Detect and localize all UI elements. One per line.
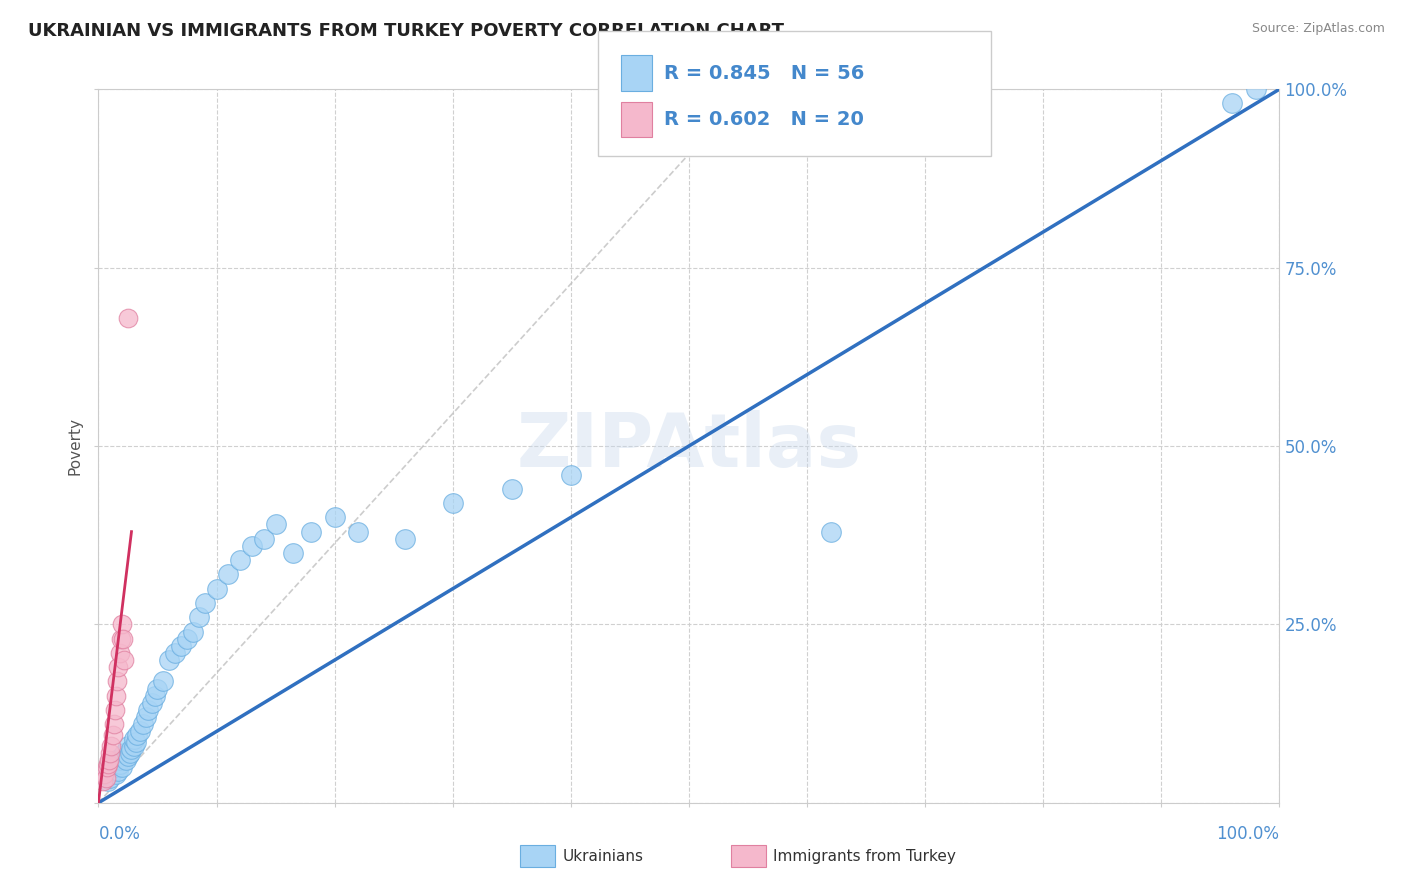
Point (299, 524, 322, 539)
Point (135, 710, 157, 724)
Point (122, 739, 145, 753)
Y-axis label: Poverty: Poverty (67, 417, 83, 475)
Point (103, 756, 125, 771)
Point (111, 760, 134, 774)
Point (101, 764, 124, 778)
Point (125, 735, 148, 749)
Point (176, 632, 198, 646)
Point (122, 731, 145, 746)
Point (441, 496, 464, 510)
Point (105, 753, 128, 767)
Point (105, 674, 128, 689)
Point (128, 724, 150, 739)
Point (100, 739, 122, 753)
Point (105, 760, 128, 774)
Point (132, 717, 155, 731)
Text: R = 0.602   N = 20: R = 0.602 N = 20 (664, 110, 863, 129)
Point (194, 596, 217, 610)
Point (110, 632, 132, 646)
Point (820, 524, 842, 539)
Point (152, 674, 174, 689)
Point (217, 567, 239, 582)
Point (283, 546, 305, 560)
Text: ZIPAtlas: ZIPAtlas (516, 409, 862, 483)
Point (170, 639, 193, 653)
Point (143, 689, 166, 703)
Point (111, 617, 134, 632)
Point (229, 553, 252, 567)
Point (108, 646, 131, 660)
Point (98, 771, 121, 785)
Point (93, 767, 115, 781)
Point (127, 728, 149, 742)
Point (105, 689, 128, 703)
Point (117, 310, 139, 325)
Point (157, 653, 180, 667)
Text: R = 0.845   N = 56: R = 0.845 N = 56 (664, 63, 865, 83)
Point (121, 742, 143, 756)
Text: Immigrants from Turkey: Immigrants from Turkey (773, 849, 956, 863)
Point (94, 771, 117, 785)
Text: UKRAINIAN VS IMMIGRANTS FROM TURKEY POVERTY CORRELATION CHART: UKRAINIAN VS IMMIGRANTS FROM TURKEY POVE… (28, 22, 785, 40)
Point (97, 774, 120, 789)
Text: 0.0%: 0.0% (98, 825, 141, 843)
Point (107, 660, 129, 674)
Point (264, 517, 287, 532)
Point (165, 646, 187, 660)
Point (98, 760, 121, 774)
Point (112, 746, 135, 760)
Point (107, 764, 129, 778)
Point (97, 756, 120, 771)
Point (108, 756, 131, 771)
Point (181, 624, 204, 639)
Point (501, 482, 523, 496)
Point (136, 703, 159, 717)
Point (205, 582, 228, 596)
Point (98, 753, 121, 767)
Point (91, 774, 114, 789)
Point (117, 749, 139, 764)
Point (111, 749, 134, 764)
Point (105, 767, 128, 781)
Point (112, 632, 135, 646)
Point (141, 696, 163, 710)
Point (187, 610, 209, 624)
Text: Source: ZipAtlas.com: Source: ZipAtlas.com (1251, 22, 1385, 36)
Point (253, 532, 276, 546)
Point (114, 753, 136, 767)
Point (93, 767, 115, 781)
Point (108, 753, 131, 767)
Point (1244, 82, 1267, 96)
Text: Ukrainians: Ukrainians (562, 849, 644, 863)
Point (347, 524, 370, 539)
Point (560, 467, 582, 482)
Text: 100.0%: 100.0% (1216, 825, 1279, 843)
Point (104, 703, 127, 717)
Point (101, 728, 124, 742)
Point (103, 717, 125, 731)
Point (117, 739, 139, 753)
Point (323, 510, 346, 524)
Point (240, 539, 263, 553)
Point (96, 760, 118, 774)
Point (394, 532, 416, 546)
Point (112, 653, 135, 667)
Point (146, 681, 169, 696)
Point (120, 746, 142, 760)
Point (1220, 96, 1243, 111)
Point (98, 746, 121, 760)
